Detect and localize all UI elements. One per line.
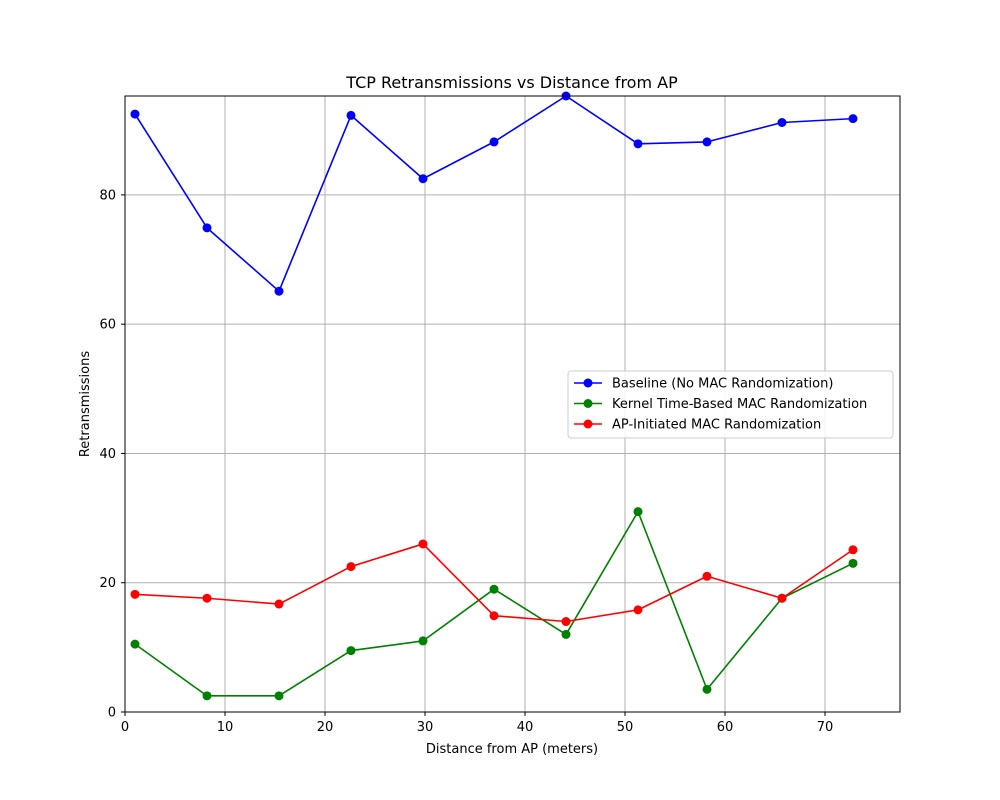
legend-marker: [583, 378, 593, 388]
legend-item: Kernel Time-Based MAC Randomization: [574, 397, 867, 412]
legend-marker: [583, 419, 593, 429]
y-tick-label: 0: [108, 706, 116, 721]
data-point: [418, 539, 428, 549]
legend-marker: [583, 399, 593, 408]
series-1: [130, 91, 858, 296]
y-axis: 0 20 40 60 80: [99, 188, 125, 721]
data-point: [418, 636, 428, 646]
data-point: [777, 118, 787, 128]
data-point: [274, 599, 284, 609]
data-point: [274, 691, 284, 701]
data-point: [777, 593, 787, 603]
series-line: [134, 95, 854, 293]
series-layer: [130, 91, 858, 701]
y-tick-label: 40: [99, 447, 116, 462]
data-point: [702, 137, 712, 147]
data-point: [633, 507, 643, 517]
data-point: [561, 617, 571, 627]
y-tick-label: 20: [99, 576, 116, 591]
data-point: [202, 593, 212, 603]
data-point: [489, 611, 499, 621]
chart-title: TCP Retransmissions vs Distance from AP: [345, 73, 678, 92]
x-axis-title: Distance from AP (meters): [426, 742, 598, 757]
data-point: [346, 562, 356, 572]
series-line: [134, 510, 854, 697]
data-point: [561, 629, 571, 639]
data-point: [702, 571, 712, 581]
x-tick-label: 40: [517, 720, 534, 735]
legend-label: Kernel Time-Based MAC Randomization: [612, 397, 867, 412]
plot-area-frame: [124, 95, 901, 713]
data-point: [633, 139, 643, 149]
data-point: [346, 646, 356, 656]
data-point: [202, 223, 212, 233]
x-axis: 0 10 20 30 40 50 60 70: [121, 712, 833, 735]
x-tick-label: 70: [817, 720, 834, 735]
x-tick-label: 60: [717, 720, 734, 735]
data-point: [346, 110, 356, 120]
series-2: [130, 507, 858, 701]
legend-item: AP-Initiated MAC Randomization: [574, 418, 821, 433]
y-tick-label: 60: [99, 318, 116, 333]
legend: Baseline (No MAC Randomization) Kernel Ti…: [567, 370, 894, 439]
legend-label: AP-Initiated MAC Randomization: [612, 418, 821, 433]
x-tick-label: 0: [121, 720, 129, 735]
legend-box: [567, 370, 894, 439]
x-tick-label: 20: [317, 720, 334, 735]
data-point: [130, 109, 140, 119]
data-point: [202, 691, 212, 701]
series-3: [130, 539, 858, 627]
data-point: [489, 584, 499, 594]
data-point: [274, 286, 284, 296]
data-point: [130, 589, 140, 599]
data-point: [702, 684, 712, 694]
x-tick-label: 50: [617, 720, 634, 735]
y-axis-title: Retransmissions: [78, 351, 93, 457]
data-point: [130, 639, 140, 649]
legend-label: Baseline (No MAC Randomization): [612, 377, 833, 392]
data-point: [848, 558, 858, 568]
y-tick-label: 80: [99, 188, 116, 203]
data-point: [489, 137, 499, 147]
data-point: [633, 605, 643, 615]
data-point: [848, 114, 858, 124]
legend-item: Baseline (No MAC Randomization): [574, 377, 833, 392]
data-point: [848, 545, 858, 555]
x-tick-label: 30: [417, 720, 434, 735]
data-point: [418, 174, 428, 184]
x-tick-label: 10: [217, 720, 234, 735]
